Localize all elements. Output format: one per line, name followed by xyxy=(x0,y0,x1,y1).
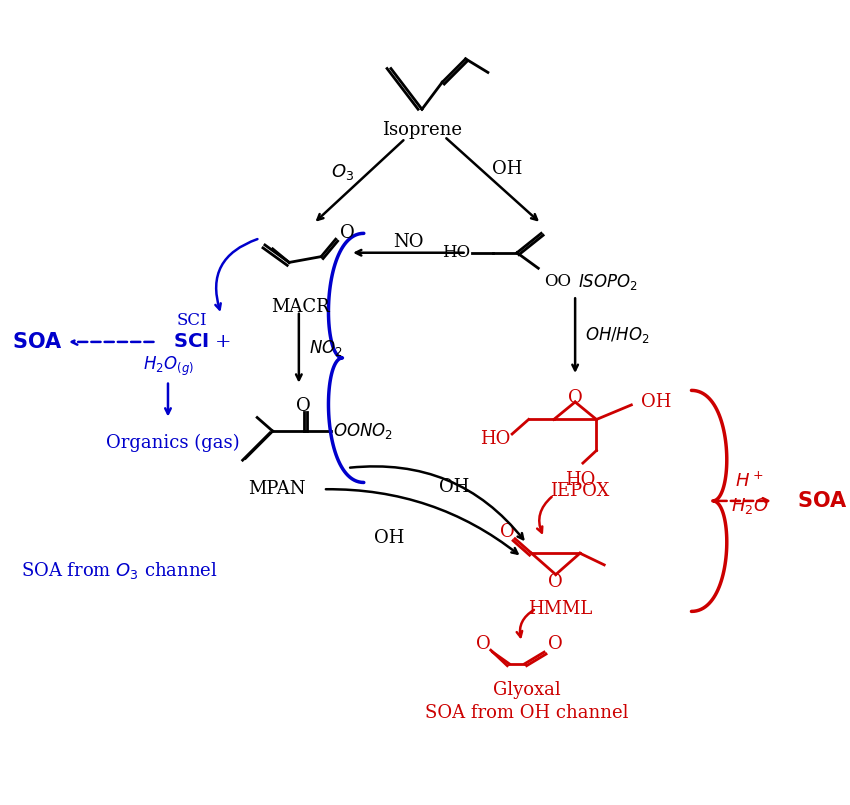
Text: O: O xyxy=(548,573,563,592)
Text: O: O xyxy=(500,523,514,541)
Text: Organics (gas): Organics (gas) xyxy=(106,434,240,452)
Text: NO: NO xyxy=(394,233,423,251)
Text: HO: HO xyxy=(480,430,511,448)
Text: OO: OO xyxy=(544,274,571,291)
Text: Isoprene: Isoprene xyxy=(382,121,462,139)
Text: O: O xyxy=(339,225,354,242)
Text: SCI: SCI xyxy=(177,312,207,329)
Text: $OH/HO_2$: $OH/HO_2$ xyxy=(585,325,649,345)
Text: $O_3$: $O_3$ xyxy=(331,163,354,182)
Text: O: O xyxy=(548,635,563,654)
Text: $NO_2$: $NO_2$ xyxy=(309,338,343,357)
Text: HO: HO xyxy=(442,244,470,262)
Text: $\mathbf{SOA}$: $\mathbf{SOA}$ xyxy=(12,332,63,352)
Text: HO: HO xyxy=(564,471,595,489)
Text: O: O xyxy=(476,635,490,654)
Text: SOA from OH channel: SOA from OH channel xyxy=(425,704,628,722)
Text: $H_2O_{(g)}$: $H_2O_{(g)}$ xyxy=(143,354,194,378)
Text: $H^+$: $H^+$ xyxy=(735,472,764,491)
Text: $H_2O$: $H_2O$ xyxy=(731,496,768,516)
Text: OH: OH xyxy=(374,529,405,547)
Text: OH: OH xyxy=(641,393,672,411)
Text: MACR: MACR xyxy=(271,299,330,316)
Text: $ISOPO_2$: $ISOPO_2$ xyxy=(578,272,638,291)
Text: $\mathbf{SCI}$ +: $\mathbf{SCI}$ + xyxy=(173,333,231,351)
Text: OH: OH xyxy=(439,478,469,497)
Text: HMML: HMML xyxy=(529,600,592,617)
Text: IEPOX: IEPOX xyxy=(550,482,609,501)
Text: O: O xyxy=(297,397,311,415)
Text: OH: OH xyxy=(492,160,523,179)
Text: $OONO_2$: $OONO_2$ xyxy=(333,421,393,441)
Text: Glyoxal: Glyoxal xyxy=(493,681,560,700)
Text: O: O xyxy=(568,389,582,407)
Text: MPAN: MPAN xyxy=(248,480,305,497)
Text: $\mathbf{SOA}$: $\mathbf{SOA}$ xyxy=(797,491,847,511)
Text: SOA from $O_3$ channel: SOA from $O_3$ channel xyxy=(21,560,218,581)
